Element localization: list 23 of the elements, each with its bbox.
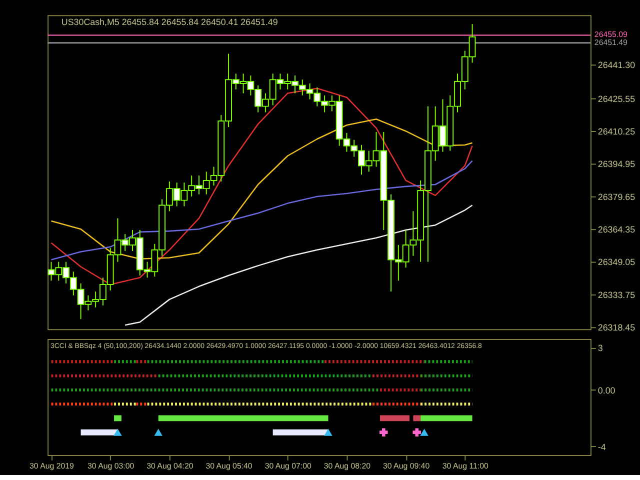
x-tick-label: 30 Aug 07:00: [264, 461, 312, 470]
y-tick-label: 3: [598, 342, 603, 353]
y-tick-label: 26364.35: [598, 224, 636, 235]
x-tick-label: 30 Aug 11:00: [442, 461, 489, 470]
x-tick-label: 30 Aug 2019: [30, 461, 75, 470]
y-tick-label: 26379.65: [598, 192, 636, 202]
x-tick-label: 30 Aug 04:20: [146, 461, 194, 470]
y-tick-label: 26410.25: [598, 126, 636, 136]
y-tick-label: 26318.45: [598, 322, 636, 333]
y-tick-label: 26349.05: [598, 257, 636, 268]
ref-line-label: 26451.49: [594, 38, 628, 47]
y-tick-label: 26425.55: [598, 94, 636, 104]
y-tick-label: 26394.95: [598, 159, 636, 170]
y-tick-label: -4: [598, 442, 606, 452]
ref-line-label: 26455.09: [594, 30, 628, 40]
x-tick-label: 30 Aug 08:20: [324, 461, 372, 470]
y-tick-label: 26441.30: [598, 60, 636, 70]
chart-title: US30Cash,M5 26455.84 26455.84 26450.41 26451.49: [61, 16, 278, 27]
x-tick-label: 30 Aug 03:00: [88, 461, 135, 470]
y-tick-label: 0.00: [598, 385, 616, 396]
x-tick-label: 30 Aug 05:40: [206, 461, 253, 470]
x-tick-label: 30 Aug 09:40: [382, 461, 430, 470]
y-tick-label: 26333.75: [598, 290, 636, 300]
